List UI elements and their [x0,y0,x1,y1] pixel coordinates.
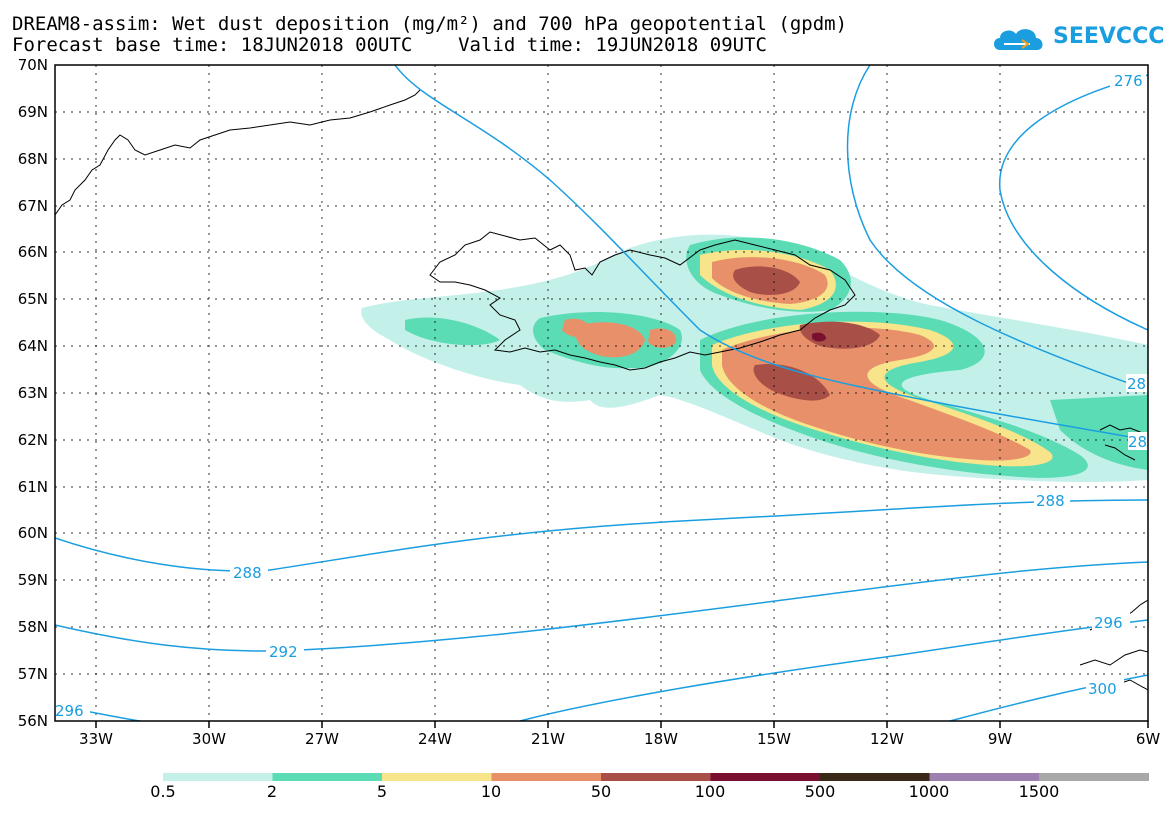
legend-label: 5 [376,782,388,801]
contour-label-288: 288 [1036,492,1065,510]
legend-label: 500 [804,782,836,801]
legend-swatch [163,773,273,781]
legend-swatch [710,773,821,781]
lon-label: 30W [192,730,226,748]
dust-field [361,234,1148,483]
axis-ticks [95,721,1149,728]
lat-label: 66N [18,243,48,261]
dust-area-2 [405,317,500,346]
legend-swatch [491,773,602,781]
lat-label: 67N [18,197,48,215]
lon-label: 12W [870,730,904,748]
legend-label: 100 [694,782,726,801]
contour-label-276: 276 [1114,72,1143,90]
contour-line [394,65,1148,441]
lat-label: 69N [18,103,48,121]
legend-label: 10 [480,782,502,801]
contour-line [999,74,1148,331]
contour-line [519,619,1148,721]
lon-label: 18W [644,730,678,748]
contour-labels: 276 28 28 288 288 292 296 296 300 [52,70,1148,720]
contour-label-296: 296 [55,702,84,720]
lon-label: 33W [79,730,113,748]
legend-swatch [820,773,930,781]
lat-label: 58N [18,618,48,636]
contour-label-292: 292 [269,643,298,661]
iceland-coast [429,231,856,371]
cloud-icon [994,29,1043,50]
lat-label: 56N [18,712,48,730]
contour-line [55,499,1148,572]
contour-line [55,561,1148,652]
lat-label: 61N [18,478,48,496]
lon-label: 21W [531,730,565,748]
lon-label: 27W [305,730,339,748]
legend-swatch [382,773,492,781]
dust-area-50 [733,266,800,295]
map-subtitle: Forecast base time: 18JUN2018 00UTC Vali… [12,34,767,56]
dust-area-10 [575,322,645,358]
map-frame [54,64,1149,722]
lat-label: 59N [18,571,48,589]
logo-text: SEEVCCC [1053,24,1165,49]
map-title: DREAM8-assim: Wet dust deposition (mg/m²… [12,13,848,35]
longitude-labels: 33W 30W 27W 24W 21W 18W 15W 12W 9W 6W [79,730,1160,748]
contour-label-280: 28 [1127,375,1146,393]
dust-area-2 [1050,395,1148,470]
legend-swatch [929,773,1040,781]
greenland-coast [55,89,421,216]
contour-label-300: 300 [1088,680,1117,698]
legend-label: 2 [266,782,278,801]
dust-area-10 [648,328,677,348]
dust-area-10 [722,327,1031,461]
legend-swatch [272,773,383,781]
legend-swatch [1039,773,1149,781]
dust-area-50 [753,364,830,401]
legend-label: 0.5 [150,782,176,801]
lat-label: 57N [18,665,48,683]
legend-colorbar [163,773,1149,781]
lat-label: 68N [18,150,48,168]
lon-label: 15W [757,730,791,748]
contour-label-296: 296 [1094,614,1123,632]
geopotential-contours [55,65,1148,721]
legend-label: 50 [590,782,612,801]
lon-label: 6W [1136,730,1161,748]
dust-area-10 [562,318,591,338]
lat-label: 70N [18,56,48,74]
contour-label-288: 288 [233,564,262,582]
dust-area-50 [799,321,880,349]
legend-swatch [601,773,711,781]
lon-label: 9W [988,730,1013,748]
lat-label: 60N [18,524,48,542]
contour-line [846,65,1148,391]
lat-label: 62N [18,431,48,449]
latitude-labels: 70N 69N 68N 67N 66N 65N 64N 63N 62N 61N … [18,56,48,730]
legend-label: 1500 [1018,782,1060,801]
lat-label: 64N [18,337,48,355]
contour-label-284: 28 [1128,433,1147,451]
lat-label: 65N [18,290,48,308]
lon-label: 24W [418,730,452,748]
lat-label: 63N [18,384,48,402]
legend-label: 1000 [908,782,950,801]
dust-area-100 [812,332,826,342]
